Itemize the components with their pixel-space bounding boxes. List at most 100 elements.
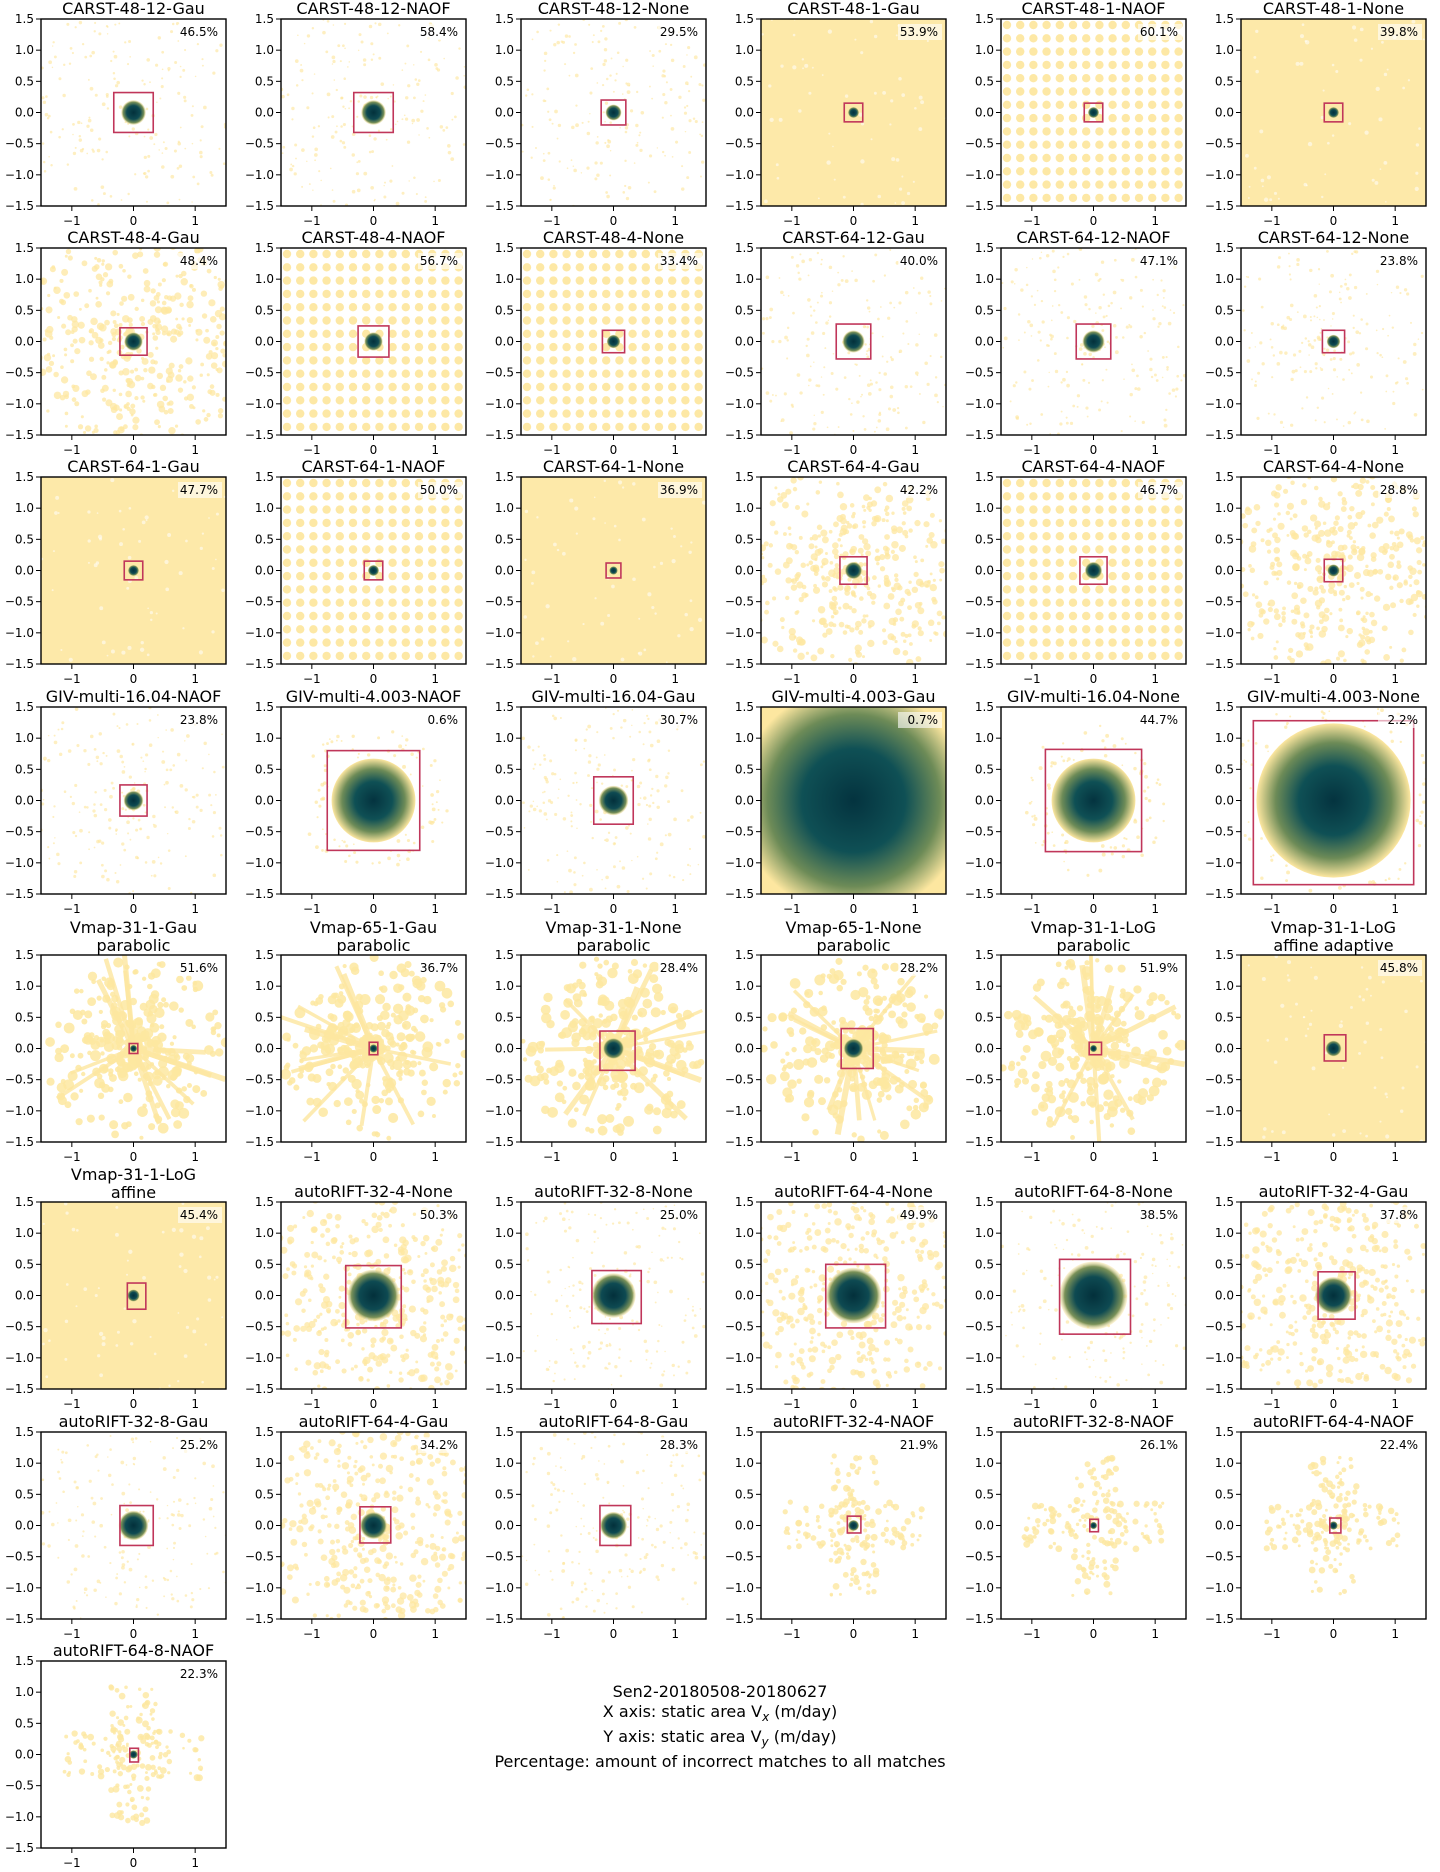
- scatter-point: [1337, 491, 1343, 497]
- grid-dot: [335, 638, 344, 647]
- gap-dot: [901, 175, 904, 178]
- grid-dot: [1055, 47, 1065, 56]
- scatter-point: [761, 317, 766, 321]
- grid-dot: [1121, 113, 1131, 123]
- scatter-point: [1036, 289, 1039, 292]
- scatter-point: [312, 189, 314, 191]
- scatter-point: [150, 288, 156, 294]
- scatter-point: [1251, 378, 1253, 381]
- scatter-point: [74, 26, 77, 29]
- grid-dot: [1016, 127, 1025, 136]
- scatter-point: [370, 58, 374, 61]
- scatter-point: [1103, 746, 1107, 749]
- grid-dot: [309, 585, 318, 594]
- scatter-point: [864, 325, 866, 328]
- scatter-point: [1171, 388, 1176, 392]
- grid-dot: [454, 611, 463, 621]
- scatter-point: [589, 887, 593, 892]
- scatter-point: [1273, 547, 1281, 554]
- scatter-point: [153, 248, 161, 252]
- gap-dot: [1322, 89, 1325, 92]
- scatter-point: [639, 781, 643, 785]
- scatter-point: [843, 376, 847, 379]
- scatter-point: [1098, 408, 1102, 412]
- scatter-point: [192, 406, 196, 410]
- scatter-point: [342, 44, 345, 48]
- scatter-point: [655, 774, 659, 779]
- scatter-point: [299, 68, 304, 73]
- x-tick-label: −1: [543, 672, 561, 686]
- scatter-point: [794, 573, 801, 580]
- grid-dot: [322, 505, 331, 514]
- grid-dot: [602, 396, 611, 405]
- grid-dot: [562, 249, 571, 259]
- scatter-point: [1026, 266, 1028, 269]
- grid-dot: [388, 571, 397, 581]
- grid-dot: [1016, 585, 1025, 594]
- scatter-point: [1250, 621, 1255, 626]
- grid-dot: [1161, 74, 1170, 83]
- scatter-point: [545, 818, 548, 821]
- scatter-point: [233, 829, 235, 831]
- grid-dot: [1174, 611, 1183, 621]
- scatter-point: [591, 41, 594, 44]
- grid-dot: [1134, 74, 1144, 83]
- scatter-point: [610, 57, 613, 60]
- grid-dot: [1121, 20, 1131, 30]
- x-tick-label: 1: [671, 672, 679, 686]
- gap-dot: [638, 617, 641, 620]
- scatter-point: [890, 549, 895, 554]
- grid-dot: [1121, 505, 1131, 514]
- scatter-point: [401, 191, 405, 195]
- density-core: [1327, 106, 1340, 119]
- grid-dot: [454, 518, 463, 528]
- grid-dot: [441, 545, 450, 554]
- scatter-point: [871, 520, 877, 527]
- scatter-point: [176, 166, 180, 170]
- scatter-point: [281, 152, 284, 155]
- grid-dot: [388, 625, 397, 634]
- scatter-point: [306, 106, 310, 110]
- scatter-point: [1420, 331, 1424, 335]
- y-tick-label: 1.0: [15, 731, 34, 745]
- scatter-point: [1031, 379, 1034, 382]
- scatter-point: [687, 90, 691, 93]
- scatter-point: [48, 857, 51, 860]
- grid-dot: [1082, 585, 1091, 594]
- scatter-point: [184, 147, 187, 150]
- grid-dot: [1121, 611, 1131, 621]
- grid-dot: [414, 638, 424, 647]
- grid-dot: [1121, 100, 1131, 110]
- scatter-point: [159, 438, 166, 445]
- grid-dot: [1068, 60, 1078, 70]
- grid-dot: [362, 409, 371, 418]
- grid-dot: [615, 382, 624, 392]
- scatter-point: [1241, 513, 1246, 519]
- scatter-point: [294, 143, 298, 147]
- scatter-point: [1131, 436, 1134, 439]
- scatter-point: [934, 376, 938, 379]
- scatter-point: [1311, 678, 1314, 681]
- subplot: 28.8%−1 0 11.51.00.50.0−0.5−1.0−1.5CARST-6…: [1205, 457, 1427, 686]
- scatter-point: [1410, 593, 1419, 602]
- grid-dot: [362, 356, 371, 365]
- scatter-point: [1283, 326, 1288, 331]
- scatter-point: [1250, 332, 1253, 334]
- scatter-point: [832, 542, 839, 549]
- grid-dot: [1121, 558, 1131, 567]
- grid-dot: [1174, 545, 1183, 554]
- scatter-point: [209, 384, 215, 389]
- scatter-point: [1156, 778, 1160, 781]
- scatter-point: [828, 301, 833, 305]
- scatter-point: [687, 83, 689, 86]
- grid-dot: [1068, 545, 1078, 554]
- scatter-point: [808, 560, 814, 565]
- scatter-point: [1433, 376, 1435, 378]
- scatter-point: [321, 743, 325, 746]
- scatter-point: [112, 249, 119, 256]
- scatter-point: [820, 263, 823, 266]
- grid-dot: [1042, 74, 1051, 83]
- grid-dot: [1068, 492, 1078, 501]
- scatter-point: [682, 64, 686, 68]
- scatter-point: [624, 130, 628, 134]
